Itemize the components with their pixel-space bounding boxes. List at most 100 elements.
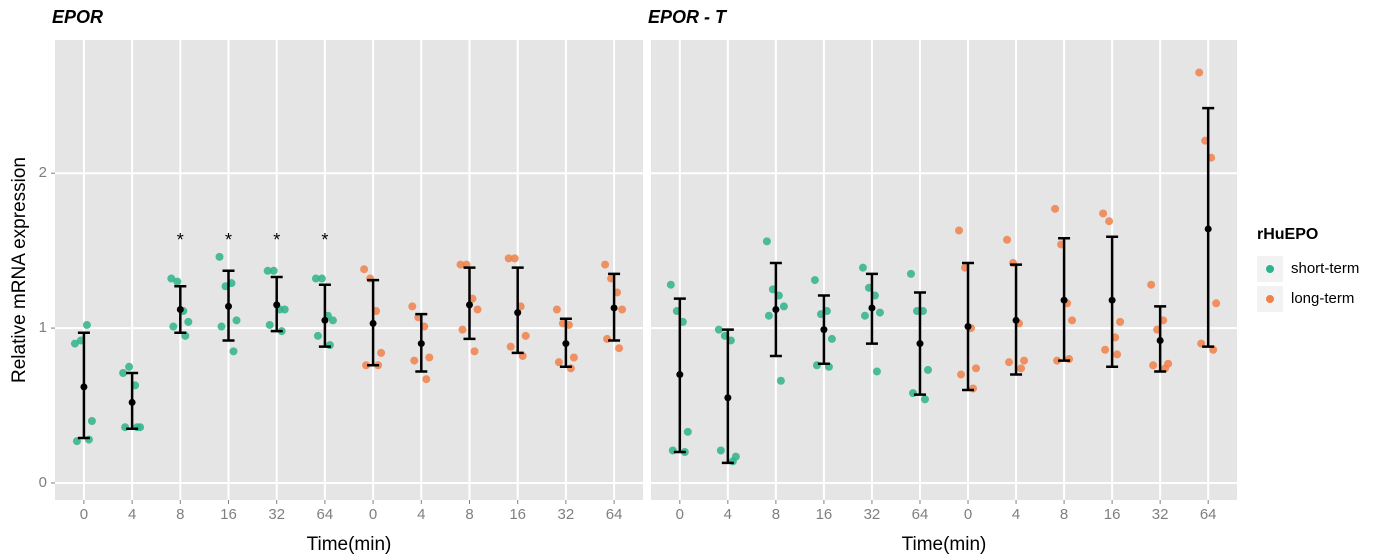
mean-point bbox=[128, 398, 136, 406]
data-point bbox=[521, 331, 530, 340]
x-tick-label: 8 bbox=[1060, 506, 1068, 523]
data-point bbox=[280, 305, 289, 314]
data-point bbox=[410, 356, 419, 365]
data-point bbox=[217, 322, 226, 331]
mean-point bbox=[225, 302, 233, 310]
data-point bbox=[776, 376, 785, 385]
x-tick-label: 64 bbox=[912, 506, 929, 523]
data-point bbox=[87, 417, 96, 426]
x-tick-label: 32 bbox=[268, 506, 285, 523]
mean-point bbox=[562, 340, 570, 348]
x-tick-label: 8 bbox=[772, 506, 780, 523]
legend-title: rHuEPO bbox=[1257, 226, 1318, 243]
data-point bbox=[506, 342, 515, 351]
data-point bbox=[618, 305, 627, 314]
data-point bbox=[377, 348, 386, 357]
data-point bbox=[969, 384, 978, 393]
x-tick-label: 4 bbox=[724, 506, 732, 523]
data-point bbox=[173, 277, 182, 286]
data-point bbox=[510, 254, 519, 263]
data-point bbox=[1105, 217, 1114, 226]
data-point bbox=[317, 274, 326, 283]
x-tick-label: 4 bbox=[1012, 506, 1020, 523]
mean-point bbox=[724, 394, 732, 402]
data-point bbox=[716, 446, 725, 455]
data-point bbox=[569, 353, 578, 362]
panel-background bbox=[651, 40, 1237, 500]
x-tick-label: 16 bbox=[509, 506, 526, 523]
data-point bbox=[1053, 356, 1062, 365]
data-point bbox=[728, 457, 737, 466]
data-point bbox=[84, 435, 93, 444]
data-point bbox=[566, 364, 575, 373]
x-tick-label: 8 bbox=[465, 506, 473, 523]
data-point bbox=[470, 347, 479, 356]
data-point bbox=[810, 276, 819, 285]
mean-point bbox=[1204, 225, 1212, 233]
data-point bbox=[683, 427, 692, 436]
x-tick-label: 4 bbox=[417, 506, 425, 523]
mean-point bbox=[417, 340, 425, 348]
data-point bbox=[1147, 280, 1156, 289]
data-point bbox=[184, 317, 193, 326]
data-point bbox=[1065, 355, 1074, 364]
annotation: * bbox=[273, 230, 280, 250]
data-point bbox=[1212, 299, 1221, 308]
data-point bbox=[908, 389, 917, 398]
data-point bbox=[615, 344, 624, 353]
y-tick-label: 1 bbox=[39, 319, 47, 336]
mean-point bbox=[772, 305, 780, 313]
x-axis-label: Time(min) bbox=[902, 534, 987, 555]
x-tick-label: 16 bbox=[220, 506, 237, 523]
mean-point bbox=[610, 304, 618, 312]
mean-point bbox=[273, 301, 281, 309]
data-point bbox=[764, 311, 773, 320]
data-point bbox=[1017, 364, 1026, 373]
panel-title: EPOR - T bbox=[648, 7, 728, 27]
mean-point bbox=[916, 340, 924, 348]
mean-point bbox=[676, 371, 684, 379]
x-tick-label: 16 bbox=[1104, 506, 1121, 523]
data-point bbox=[311, 274, 320, 283]
data-point bbox=[668, 446, 677, 455]
data-point bbox=[920, 395, 929, 404]
data-point bbox=[666, 280, 675, 289]
error-bar bbox=[318, 283, 331, 348]
data-point bbox=[328, 316, 337, 325]
data-point bbox=[1149, 361, 1158, 370]
data-point bbox=[1116, 317, 1125, 326]
data-point bbox=[133, 423, 142, 432]
mean-point bbox=[964, 323, 972, 331]
mean-point bbox=[321, 316, 329, 324]
data-point bbox=[762, 237, 771, 246]
mean-point bbox=[465, 301, 473, 309]
x-tick-label: 64 bbox=[1200, 506, 1217, 523]
data-point bbox=[360, 265, 369, 274]
data-point bbox=[1195, 68, 1204, 77]
data-point bbox=[955, 226, 964, 235]
data-point bbox=[957, 370, 966, 379]
annotation: * bbox=[321, 230, 328, 250]
data-point bbox=[923, 365, 932, 374]
data-point bbox=[875, 308, 884, 317]
legend-label: short-term bbox=[1291, 260, 1359, 277]
annotation: * bbox=[225, 230, 232, 250]
data-point bbox=[552, 305, 561, 314]
mean-point bbox=[369, 319, 377, 327]
data-point bbox=[125, 362, 134, 371]
annotation: * bbox=[177, 230, 184, 250]
data-point bbox=[215, 252, 224, 261]
data-point bbox=[458, 325, 467, 334]
data-point bbox=[362, 361, 371, 370]
data-point bbox=[229, 347, 238, 356]
x-tick-label: 0 bbox=[369, 506, 377, 523]
x-axis-label: Time(min) bbox=[307, 534, 392, 555]
data-point bbox=[812, 361, 821, 370]
panel-background bbox=[55, 40, 643, 500]
data-point bbox=[714, 325, 723, 334]
data-point bbox=[872, 367, 881, 376]
data-point bbox=[1099, 209, 1108, 218]
mean-point bbox=[80, 383, 88, 391]
data-point bbox=[269, 266, 278, 275]
